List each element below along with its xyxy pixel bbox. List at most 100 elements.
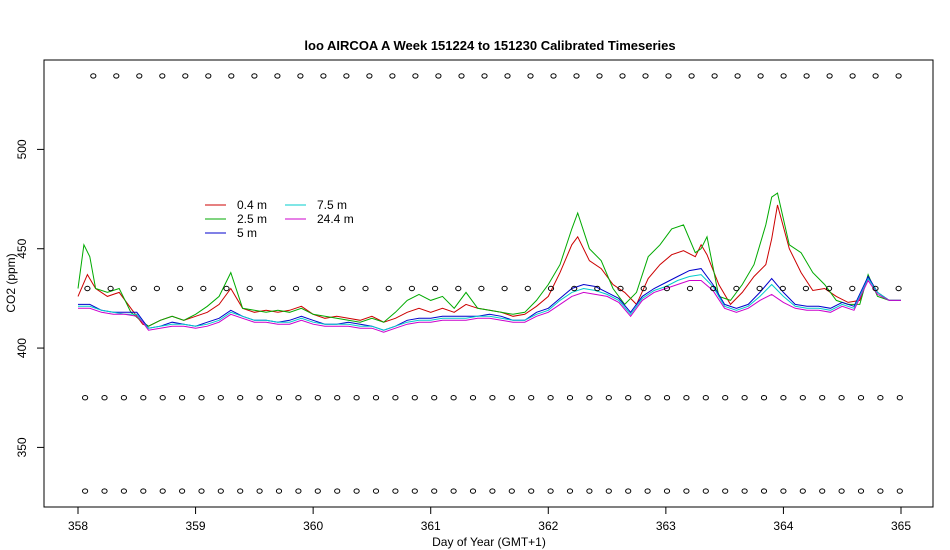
marker-point (547, 285, 555, 292)
marker-point (153, 285, 160, 292)
chart-title: loo AIRCOA A Week 151224 to 151230 Calib… (304, 38, 675, 53)
y-axis-label: CO2 (ppm) (4, 253, 18, 312)
marker-point (605, 395, 612, 401)
marker-point (663, 488, 671, 494)
marker-point (799, 395, 806, 401)
marker-point (120, 488, 128, 494)
marker-point (803, 73, 810, 79)
marker-point (140, 395, 147, 401)
marker-point (101, 395, 108, 401)
y-tick-label: 350 (15, 437, 29, 457)
marker-point (619, 73, 626, 79)
marker-point (136, 73, 143, 79)
marker-point (524, 285, 531, 292)
marker-point (295, 395, 302, 401)
marker-point (857, 395, 865, 401)
marker-point (702, 395, 709, 401)
marker-point (320, 73, 327, 79)
marker-point (292, 285, 300, 292)
marker-point (547, 395, 554, 401)
marker-point (458, 73, 465, 79)
marker-point (177, 285, 184, 292)
marker-point (711, 73, 718, 79)
marker-point (198, 395, 205, 401)
marker-point (489, 395, 496, 401)
marker-point (343, 73, 350, 79)
marker-point (802, 285, 810, 292)
marker-point (528, 395, 535, 401)
marker-point (550, 73, 557, 79)
marker-point (838, 488, 845, 494)
marker-point (432, 285, 439, 292)
legend-label: 0.4 m (237, 198, 267, 212)
marker-point (571, 285, 578, 292)
marker-point (274, 73, 281, 79)
marker-point (431, 395, 438, 401)
marker-point (896, 488, 903, 494)
marker-point (455, 285, 462, 292)
marker-point (412, 73, 419, 79)
marker-point (316, 285, 323, 292)
marker-point (819, 395, 826, 401)
marker-point (246, 285, 253, 292)
marker-point (779, 285, 786, 292)
marker-point (205, 73, 212, 79)
marker-point (385, 285, 392, 292)
marker-point (642, 73, 649, 79)
marker-point (566, 488, 574, 494)
y-tick-label: 450 (15, 238, 29, 258)
marker-point (547, 488, 554, 494)
marker-point (179, 488, 186, 494)
marker-point (411, 395, 418, 401)
marker-point (573, 73, 580, 79)
marker-point (130, 285, 137, 292)
marker-point (819, 488, 826, 494)
marker-point (392, 395, 399, 401)
x-axis-label: Day of Year (GMT+1) (432, 535, 546, 549)
marker-point (469, 395, 477, 401)
marker-point (107, 285, 114, 292)
marker-point (683, 488, 690, 494)
x-tick-label: 361 (421, 519, 441, 533)
marker-point (469, 488, 477, 494)
marker-point (741, 488, 748, 494)
marker-point (625, 395, 632, 401)
x-tick-label: 365 (891, 519, 911, 533)
marker-point (566, 395, 574, 401)
marker-point (392, 488, 399, 494)
marker-point (617, 285, 624, 292)
marker-point (217, 488, 224, 494)
marker-point (849, 285, 856, 292)
marker-point (198, 488, 205, 494)
marker-point (528, 488, 535, 494)
marker-point (256, 488, 263, 494)
legend-label: 5 m (237, 226, 257, 240)
marker-point (411, 488, 418, 494)
marker-point (450, 395, 457, 401)
series-line-7-5m (78, 274, 901, 331)
marker-rows (82, 73, 903, 494)
marker-point (849, 73, 856, 79)
marker-point (683, 395, 690, 401)
marker-point (734, 73, 741, 79)
marker-point (179, 395, 186, 401)
marker-point (295, 488, 302, 494)
marker-point (275, 488, 283, 494)
marker-point (508, 488, 515, 494)
marker-point (686, 285, 694, 292)
marker-point (90, 73, 97, 79)
marker-point (159, 395, 166, 401)
marker-point (872, 73, 879, 79)
marker-point (362, 285, 369, 292)
marker-point (389, 73, 396, 79)
marker-point (82, 488, 89, 494)
marker-point (504, 73, 511, 79)
marker-point (408, 285, 415, 292)
marker-point (508, 395, 515, 401)
marker-point (159, 73, 166, 79)
marker-point (665, 73, 672, 79)
marker-point (895, 285, 902, 292)
marker-point (826, 73, 833, 79)
